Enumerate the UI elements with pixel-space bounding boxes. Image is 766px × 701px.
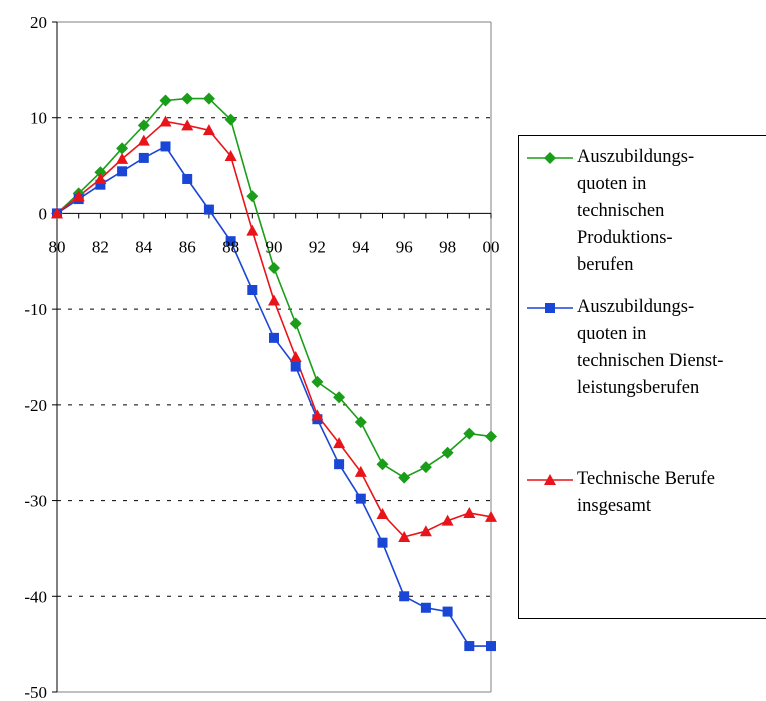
data-point [246, 224, 259, 236]
y-tick-label: -20 [24, 396, 47, 415]
data-point [268, 261, 280, 274]
legend-label: Auszubildungs- quoten in technischen Pro… [577, 147, 695, 275]
y-tick-label: 10 [30, 109, 47, 128]
data-point [333, 437, 346, 449]
x-tick-label: 92 [309, 237, 326, 256]
x-tick-label: 84 [135, 237, 153, 256]
data-point [463, 427, 476, 440]
data-point [268, 294, 280, 306]
data-point [116, 142, 129, 155]
x-tick-label: 82 [92, 237, 109, 256]
legend-swatch-square [527, 303, 573, 313]
data-point [269, 332, 279, 343]
data-point [419, 525, 432, 537]
legend-swatch-diamond [527, 152, 573, 164]
data-point [94, 172, 107, 184]
data-point [486, 641, 496, 652]
data-point [464, 641, 475, 652]
data-point [181, 92, 194, 105]
data-point [202, 92, 215, 105]
data-point [354, 416, 367, 429]
data-point [138, 152, 149, 163]
data-point [246, 190, 259, 203]
x-tick-label: 98 [439, 237, 456, 256]
data-point [203, 204, 214, 215]
data-point [463, 507, 476, 519]
legend-label: Technische Berufe insgesamt [577, 469, 715, 516]
data-point [399, 591, 410, 602]
data-point [376, 458, 389, 471]
x-tick-label: 88 [222, 237, 239, 256]
x-tick-label: 90 [266, 237, 283, 256]
data-point [137, 134, 150, 146]
data-point [441, 514, 454, 526]
series-line-2 [56, 120, 492, 538]
data-point [72, 190, 85, 202]
y-tick-label: 0 [39, 204, 48, 223]
data-point [159, 94, 172, 107]
legend-swatch-triangle [527, 474, 573, 485]
data-point [95, 179, 106, 190]
data-point [311, 375, 324, 388]
data-point [224, 150, 237, 161]
data-point [51, 207, 63, 219]
data-point [485, 430, 497, 443]
data-point [442, 606, 453, 617]
data-point [202, 124, 215, 136]
data-point [182, 173, 193, 184]
data-point [94, 166, 107, 179]
data-point [420, 602, 431, 613]
data-point [354, 465, 367, 477]
series-lines [56, 97, 492, 647]
x-tick-label: 86 [179, 237, 196, 256]
data-point [334, 459, 345, 470]
data-point [160, 141, 171, 152]
y-tick-label: -30 [24, 492, 47, 511]
data-point [290, 361, 301, 372]
legend-label: Auszubildungs- quoten in technischen Die… [577, 297, 724, 398]
data-point [355, 493, 366, 504]
data-point [398, 530, 411, 542]
x-tick-label: 96 [396, 237, 413, 256]
x-tick-label: 80 [49, 237, 66, 256]
x-tick-label: 00 [483, 237, 500, 256]
grid-lines [57, 117, 491, 597]
data-point [225, 236, 236, 247]
series-line-1 [56, 145, 491, 647]
data-point [333, 391, 346, 404]
data-point [441, 446, 454, 459]
data-point [116, 152, 129, 164]
data-point [159, 115, 172, 127]
data-point [117, 166, 128, 177]
data-point [289, 317, 302, 330]
line-chart: 20 10 0 -10 -20 -30 -40 -50 80 82 84 86 88 90 92 94 96 98… [24, 13, 499, 701]
tick-labels: 20 10 0 -10 -20 -30 -40 -50 80 82 84 86 88 90 92 94 96 98… [24, 13, 499, 701]
y-tick-label: -50 [24, 683, 47, 701]
data-point [181, 119, 194, 131]
y-tick-label: 20 [30, 13, 47, 32]
series-markers [51, 92, 497, 652]
data-point [485, 510, 497, 522]
data-point [224, 113, 237, 126]
x-tick-label: 94 [352, 237, 370, 256]
data-point [137, 119, 150, 132]
legend: Auszubildungs- quoten in technischen Pro… [518, 135, 766, 619]
y-tick-label: -10 [24, 300, 47, 319]
data-point [419, 461, 432, 474]
y-tick-label: -40 [24, 587, 47, 606]
data-point [289, 351, 302, 362]
data-point [376, 507, 389, 519]
data-point [311, 409, 324, 421]
data-point [377, 537, 388, 548]
data-point [398, 471, 411, 484]
data-point [247, 285, 258, 295]
axes [52, 21, 492, 693]
